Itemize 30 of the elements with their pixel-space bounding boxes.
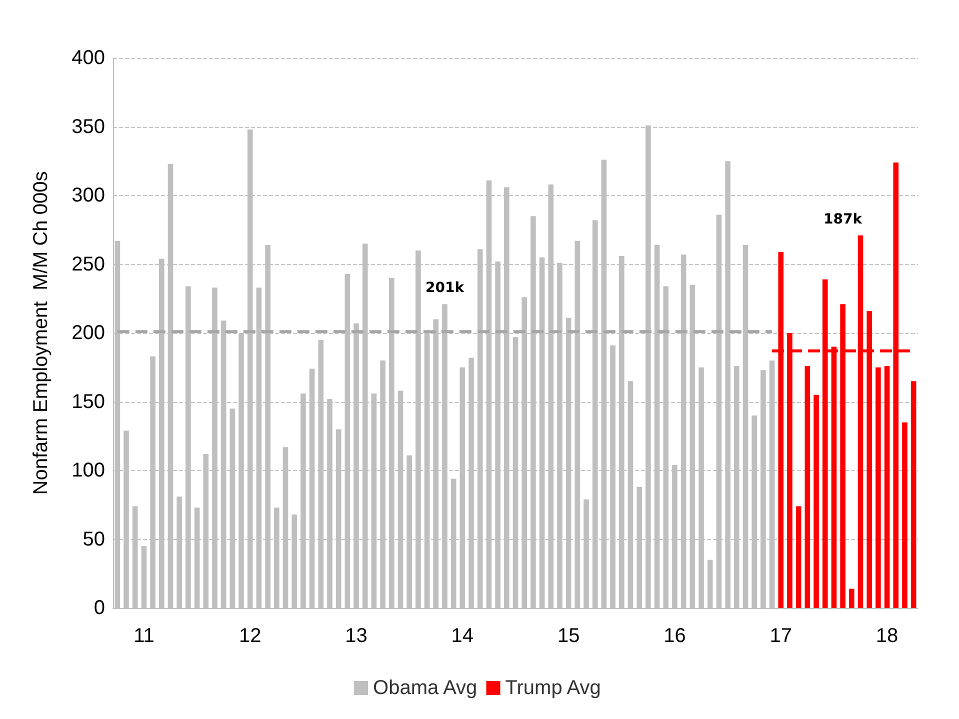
y-tick-label: 300 (72, 184, 105, 206)
legend-label: Trump Avg (505, 677, 601, 699)
y-tick-label: 400 (72, 47, 105, 69)
y-axis-title: Nonfarm Employment M/M Ch 000s (30, 171, 52, 495)
x-tick-label: 18 (876, 625, 898, 647)
bar (884, 366, 890, 608)
y-tick-label: 350 (72, 116, 105, 138)
y-tick-label: 100 (72, 460, 105, 482)
y-tick-label: 0 (94, 597, 105, 619)
x-tick-label: 13 (345, 625, 368, 647)
x-tick-label: 16 (664, 625, 686, 647)
x-tick-label: 17 (770, 625, 792, 647)
bar (902, 422, 908, 608)
bar (910, 381, 916, 608)
y-tick-label: 200 (72, 322, 105, 344)
bar (804, 366, 810, 608)
annotation: 201k (425, 280, 465, 296)
x-tick-label: 15 (557, 625, 580, 647)
x-tick-label: 12 (238, 625, 262, 647)
annotation: 187k (824, 211, 863, 228)
y-tick-label: 50 (82, 528, 105, 550)
bar (876, 367, 881, 608)
bar (849, 588, 854, 608)
bar (796, 506, 802, 608)
x-tick-label: 11 (134, 625, 154, 647)
bar (814, 394, 819, 608)
y-tick-label: 250 (72, 253, 105, 276)
x-tick-label: 14 (451, 625, 474, 647)
y-tick-label: 150 (72, 390, 105, 413)
legend-label: Obama Avg (373, 677, 478, 699)
